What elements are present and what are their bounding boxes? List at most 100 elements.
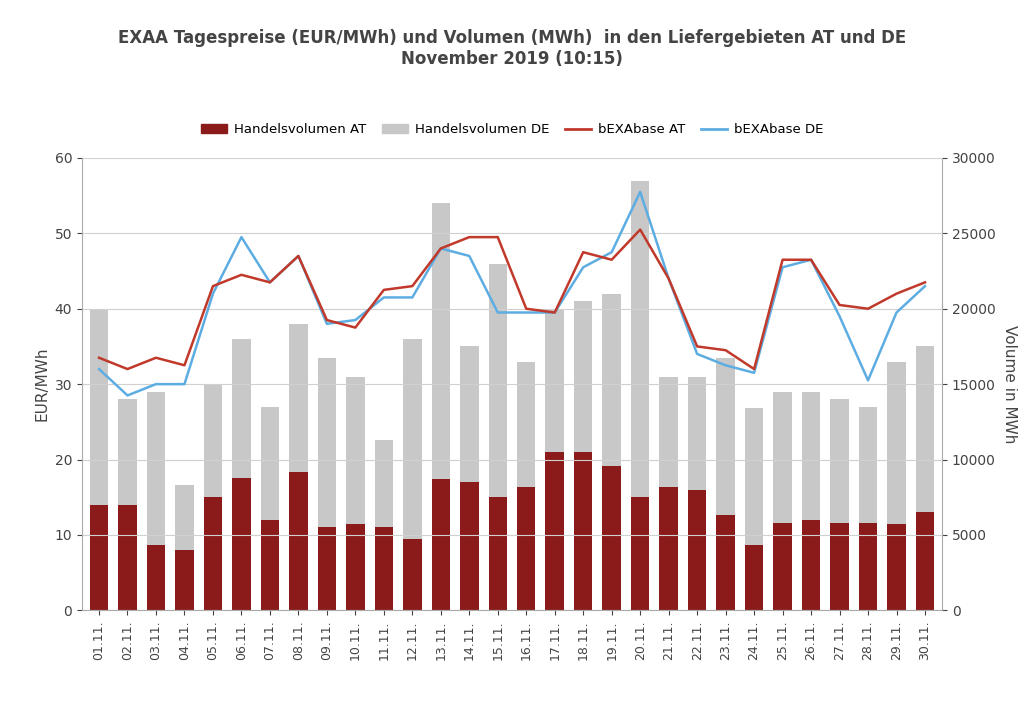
Bar bbox=[118, 399, 137, 610]
bEXAbase DE bbox=[178, 380, 190, 388]
Bar bbox=[431, 203, 451, 610]
bEXAbase AT bbox=[776, 256, 788, 264]
bEXAbase DE bbox=[720, 361, 732, 370]
bEXAbase AT bbox=[520, 304, 532, 313]
Bar bbox=[517, 362, 536, 610]
Text: EXAA Tagespreise (EUR/MWh) und Volumen (MWh)  in den Liefergebieten AT und DE
No: EXAA Tagespreise (EUR/MWh) und Volumen (… bbox=[118, 29, 906, 67]
bEXAbase DE bbox=[748, 368, 760, 377]
bEXAbase DE bbox=[492, 308, 504, 317]
Line: bEXAbase AT: bEXAbase AT bbox=[99, 230, 925, 369]
bEXAbase AT bbox=[862, 304, 874, 313]
Bar bbox=[460, 347, 478, 610]
Bar bbox=[204, 384, 222, 610]
bEXAbase DE bbox=[349, 316, 361, 325]
Bar bbox=[744, 546, 763, 610]
bEXAbase AT bbox=[605, 256, 617, 264]
Bar bbox=[204, 497, 222, 610]
bEXAbase AT bbox=[720, 346, 732, 355]
bEXAbase AT bbox=[150, 353, 162, 362]
bEXAbase AT bbox=[407, 282, 419, 291]
Bar bbox=[717, 358, 735, 610]
Bar bbox=[830, 399, 849, 610]
Legend: Handelsvolumen AT, Handelsvolumen DE, bEXAbase AT, bEXAbase DE: Handelsvolumen AT, Handelsvolumen DE, bE… bbox=[196, 118, 828, 141]
Bar bbox=[859, 523, 878, 610]
bEXAbase DE bbox=[834, 312, 846, 320]
Bar bbox=[602, 294, 621, 610]
bEXAbase AT bbox=[349, 323, 361, 332]
Bar bbox=[118, 505, 137, 610]
Bar bbox=[232, 339, 251, 610]
Bar bbox=[546, 452, 564, 610]
Bar bbox=[744, 409, 763, 610]
bEXAbase AT bbox=[321, 316, 333, 325]
Bar bbox=[659, 376, 678, 610]
bEXAbase DE bbox=[605, 248, 617, 256]
Bar bbox=[460, 482, 478, 610]
Bar bbox=[175, 550, 194, 610]
Bar bbox=[175, 485, 194, 610]
Bar bbox=[915, 347, 934, 610]
bEXAbase DE bbox=[663, 274, 675, 283]
bEXAbase AT bbox=[292, 251, 304, 260]
Bar bbox=[573, 302, 593, 610]
bEXAbase DE bbox=[890, 308, 902, 317]
Bar bbox=[289, 324, 307, 610]
Bar bbox=[232, 477, 251, 610]
bEXAbase AT bbox=[691, 342, 703, 351]
Bar bbox=[90, 505, 109, 610]
bEXAbase AT bbox=[236, 271, 248, 279]
Bar bbox=[887, 362, 906, 610]
bEXAbase AT bbox=[549, 308, 561, 317]
bEXAbase DE bbox=[292, 251, 304, 260]
bEXAbase DE bbox=[862, 376, 874, 385]
bEXAbase DE bbox=[378, 293, 390, 302]
bEXAbase DE bbox=[520, 308, 532, 317]
Bar bbox=[90, 309, 109, 610]
bEXAbase DE bbox=[93, 365, 105, 373]
Y-axis label: Volume in MWh: Volume in MWh bbox=[1001, 325, 1017, 443]
Bar bbox=[546, 309, 564, 610]
Bar bbox=[573, 452, 593, 610]
bEXAbase AT bbox=[634, 225, 646, 234]
bEXAbase DE bbox=[463, 251, 475, 260]
Bar bbox=[517, 487, 536, 610]
bEXAbase DE bbox=[634, 187, 646, 196]
Bar bbox=[261, 520, 280, 610]
bEXAbase DE bbox=[578, 263, 590, 271]
bEXAbase AT bbox=[805, 256, 817, 264]
Line: bEXAbase DE: bEXAbase DE bbox=[99, 192, 925, 396]
Y-axis label: EUR/MWh: EUR/MWh bbox=[34, 347, 49, 421]
Bar bbox=[403, 339, 422, 610]
Bar bbox=[688, 376, 707, 610]
bEXAbase AT bbox=[890, 289, 902, 298]
Bar bbox=[488, 497, 507, 610]
bEXAbase DE bbox=[919, 282, 931, 291]
bEXAbase DE bbox=[321, 320, 333, 328]
bEXAbase AT bbox=[122, 365, 134, 373]
Bar bbox=[602, 465, 621, 610]
Bar bbox=[375, 527, 393, 610]
Bar bbox=[146, 546, 165, 610]
Bar bbox=[375, 440, 393, 610]
bEXAbase DE bbox=[236, 233, 248, 241]
Bar bbox=[317, 358, 336, 610]
bEXAbase DE bbox=[805, 256, 817, 264]
Bar bbox=[688, 490, 707, 610]
Bar bbox=[346, 524, 365, 610]
Bar bbox=[802, 520, 820, 610]
bEXAbase DE bbox=[122, 391, 134, 400]
bEXAbase AT bbox=[834, 301, 846, 309]
bEXAbase AT bbox=[178, 361, 190, 370]
Bar bbox=[403, 539, 422, 610]
bEXAbase AT bbox=[264, 278, 276, 286]
bEXAbase DE bbox=[407, 293, 419, 302]
bEXAbase AT bbox=[378, 286, 390, 294]
bEXAbase DE bbox=[207, 289, 219, 298]
Bar bbox=[717, 516, 735, 610]
Bar bbox=[317, 527, 336, 610]
Bar bbox=[773, 392, 792, 610]
bEXAbase DE bbox=[264, 278, 276, 286]
Bar bbox=[289, 472, 307, 610]
Bar bbox=[261, 406, 280, 610]
bEXAbase AT bbox=[919, 278, 931, 286]
